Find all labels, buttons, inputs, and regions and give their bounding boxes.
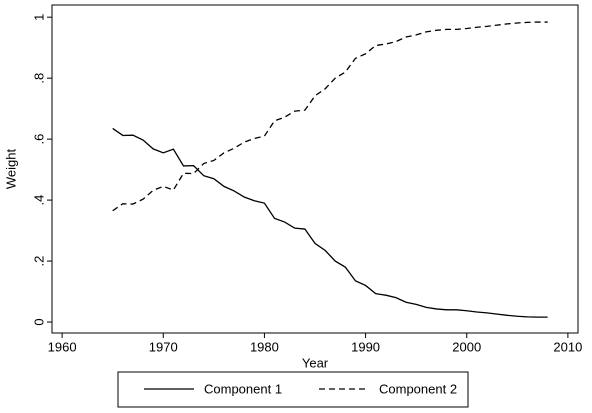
y-tick-label: 0 xyxy=(31,318,46,325)
x-tick-label: 2000 xyxy=(452,339,481,354)
y-tick-label: .6 xyxy=(31,134,46,145)
series-line xyxy=(112,127,548,318)
legend-label: Component 2 xyxy=(379,381,457,396)
x-axis-label: Year xyxy=(302,355,329,370)
y-tick-label: .2 xyxy=(31,256,46,267)
y-tick-label: 1 xyxy=(31,14,46,21)
x-tick-label: 1970 xyxy=(149,339,178,354)
y-tick-label: .4 xyxy=(31,195,46,206)
x-tick-label: 1960 xyxy=(48,339,77,354)
x-tick-label: 2010 xyxy=(553,339,582,354)
y-axis-label: Weight xyxy=(3,149,18,190)
x-tick-label: 1980 xyxy=(250,339,279,354)
legend-label: Component 1 xyxy=(204,381,282,396)
plot-frame xyxy=(51,4,579,334)
x-tick-label: 1990 xyxy=(351,339,380,354)
series-line xyxy=(112,21,548,212)
y-tick-label: .8 xyxy=(31,73,46,84)
